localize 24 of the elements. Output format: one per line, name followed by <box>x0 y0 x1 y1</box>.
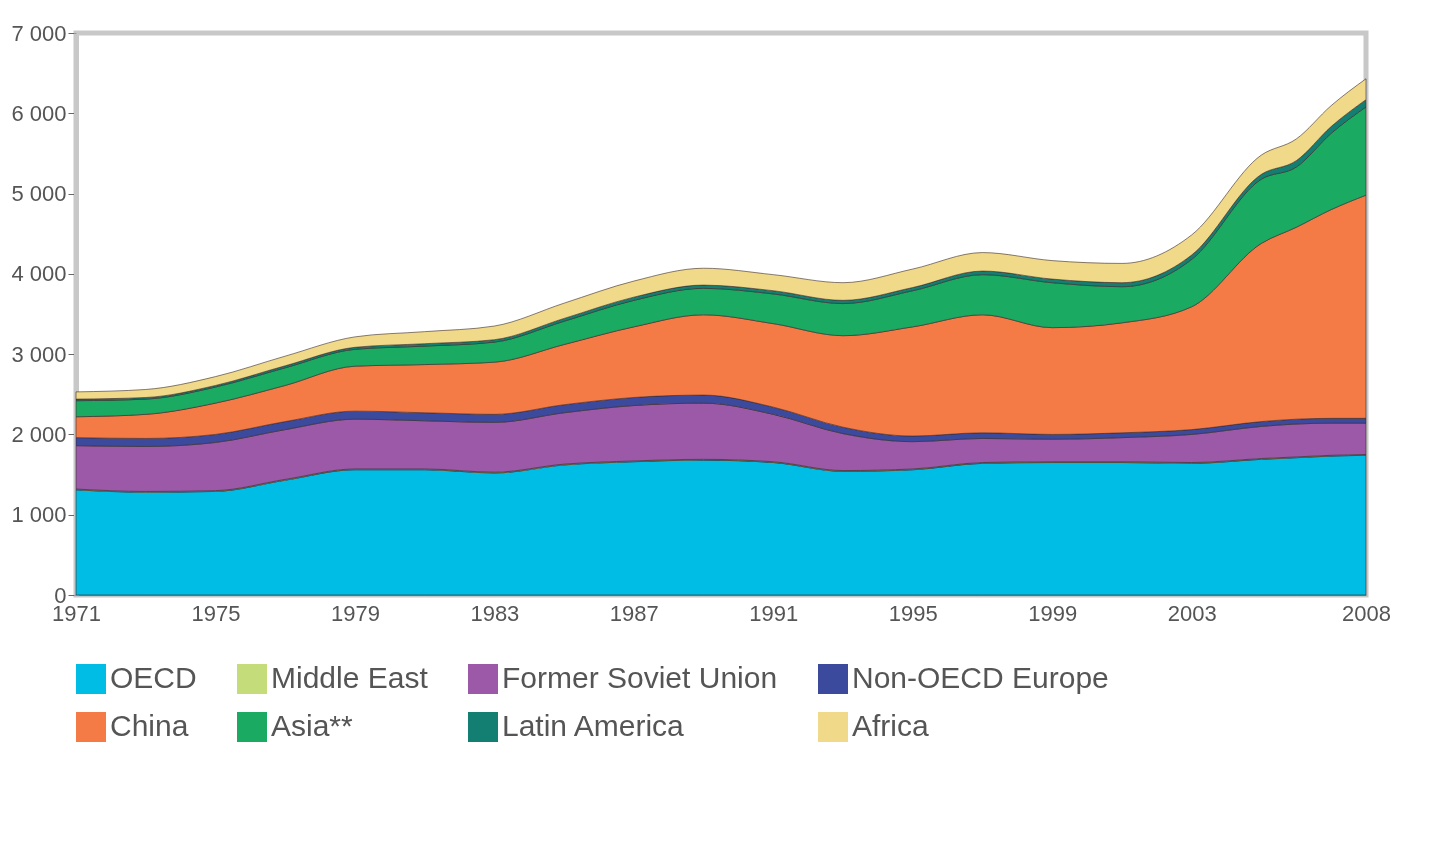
x-tick-label: 1975 <box>191 600 241 626</box>
y-tick-label: 4 000 <box>11 261 67 287</box>
y-tick-label: 5 000 <box>11 181 67 207</box>
y-tick-label: 7 000 <box>11 20 67 46</box>
legend-label: Middle East <box>271 661 429 694</box>
x-tick-label: 1991 <box>749 600 799 626</box>
legend-label: China <box>110 709 189 742</box>
y-tick-label: 1 000 <box>11 502 67 528</box>
y-tick-label: 2 000 <box>11 421 67 447</box>
legend-label: OECD <box>110 661 197 694</box>
legend-label: Asia** <box>271 709 354 742</box>
legend-label: Non-OECD Europe <box>852 661 1109 694</box>
legend-label: Former Soviet Union <box>502 661 778 694</box>
x-tick-label: 1999 <box>1028 600 1078 626</box>
y-tick-label: 6 000 <box>11 100 67 126</box>
x-tick-label: 2008 <box>1342 600 1391 626</box>
legend-label: Africa <box>852 709 929 742</box>
x-tick-label: 1979 <box>330 600 380 626</box>
y-tick-label: 3 000 <box>11 341 67 367</box>
x-tick-label: 1995 <box>888 600 938 626</box>
x-tick-label: 2003 <box>1167 600 1217 626</box>
legend-label: Latin America <box>502 709 685 742</box>
x-tick-label: 1987 <box>609 600 659 626</box>
x-tick-label: 1983 <box>470 600 520 626</box>
